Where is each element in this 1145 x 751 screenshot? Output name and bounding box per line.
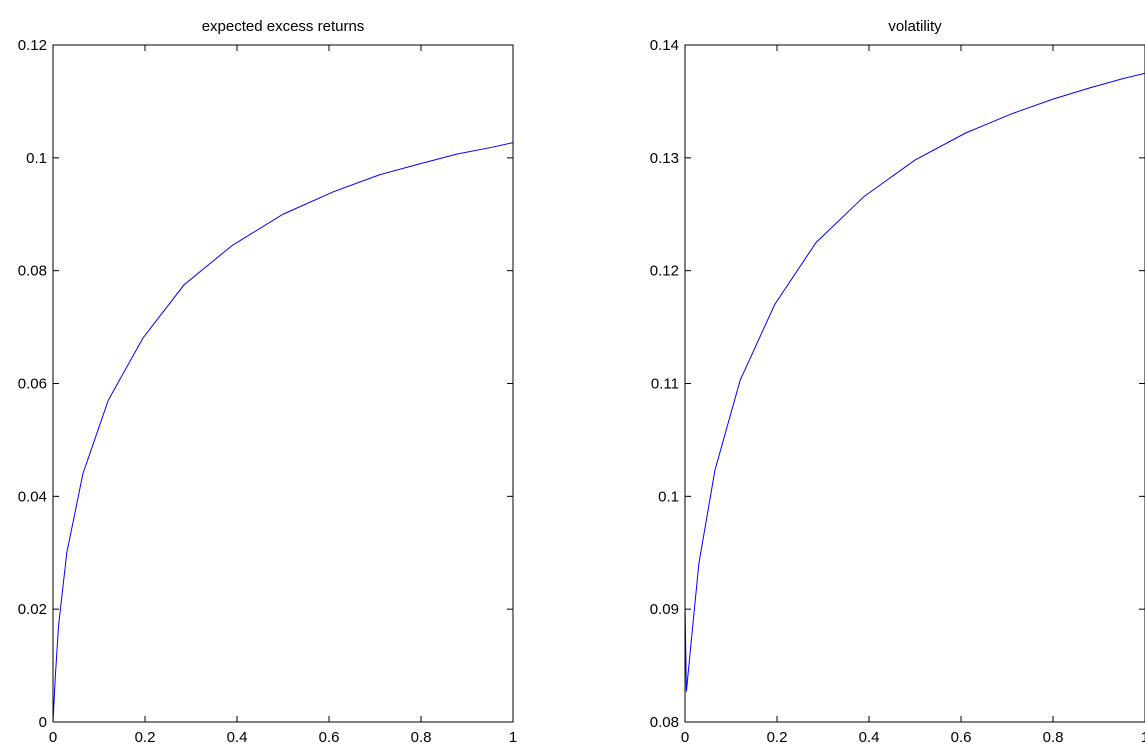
y-tick-labels: 0.08 0.09 0.1 0.11 0.12 0.13 0.14 [650, 37, 679, 731]
x-tick-label: 0.2 [135, 729, 156, 746]
x-tick-label: 1 [1141, 729, 1145, 746]
series-line [684, 72, 1145, 692]
x-tick-labels: 0 0.2 0.4 0.6 0.8 1 [49, 729, 517, 746]
y-tick-label: 0.08 [650, 714, 679, 731]
chart-volatility: volatility 0 0.2 0.4 0.6 0.8 1 0.08 0.09… [650, 18, 1145, 746]
y-tick-label: 0.11 [651, 376, 679, 393]
y-tick-labels: 0 0.02 0.04 0.06 0.08 0.1 0.12 [18, 37, 47, 731]
x-tick-label: 0.2 [767, 729, 788, 746]
axes-box [684, 44, 1145, 723]
y-tick-label: 0.1 [26, 150, 47, 167]
y-tick-label: 0.06 [18, 376, 47, 393]
y-tick-label: 0 [39, 714, 47, 731]
chart-expected-excess-returns: expected excess returns 0 0.2 0.4 0.6 0.… [18, 18, 517, 746]
y-tick-label: 0.08 [18, 263, 47, 280]
plot-area [684, 72, 1145, 692]
x-tick-label: 0.4 [227, 729, 248, 746]
chart-title: volatility [888, 18, 942, 35]
x-tick-label: 1 [509, 729, 517, 746]
y-tick-label: 0.02 [18, 601, 47, 618]
y-tick-label: 0.04 [18, 488, 47, 505]
plot-area [52, 142, 514, 723]
ticks [52, 44, 514, 723]
x-tick-label: 0 [49, 729, 57, 746]
y-tick-label: 0.14 [650, 37, 679, 54]
x-tick-label: 0.8 [1043, 729, 1064, 746]
x-tick-label: 0.8 [411, 729, 432, 746]
series-line [52, 142, 514, 723]
y-tick-label: 0.1 [658, 488, 679, 505]
y-tick-label: 0.13 [650, 150, 679, 167]
y-tick-label: 0.12 [650, 263, 679, 280]
axes-box [52, 44, 514, 723]
x-tick-label: 0.6 [951, 729, 972, 746]
y-tick-label: 0.09 [650, 601, 679, 618]
x-tick-label: 0.6 [319, 729, 340, 746]
chart-title: expected excess returns [202, 18, 365, 35]
x-tick-labels: 0 0.2 0.4 0.6 0.8 1 [681, 729, 1145, 746]
x-tick-label: 0 [681, 729, 689, 746]
x-tick-label: 0.4 [859, 729, 880, 746]
ticks [684, 44, 1145, 723]
y-tick-label: 0.12 [18, 37, 47, 54]
